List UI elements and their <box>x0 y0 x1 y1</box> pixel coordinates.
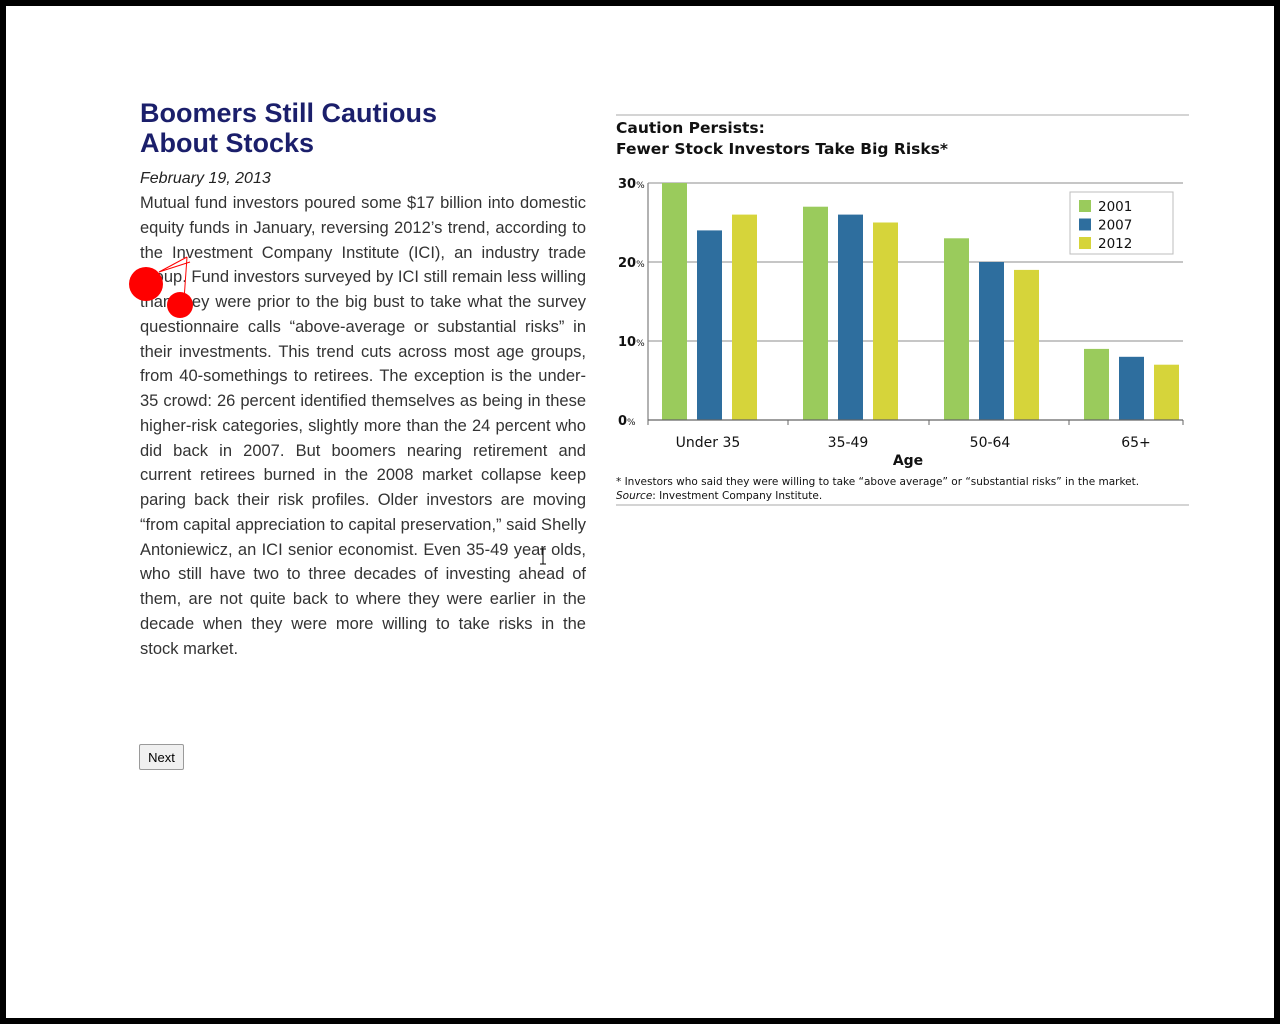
y-tick-label: 10% <box>618 335 645 350</box>
legend-label-2007: 2007 <box>1098 218 1132 234</box>
bar-2007 <box>838 214 863 420</box>
y-tick-unit: % <box>636 181 645 191</box>
y-tick-number: 0 <box>618 414 627 429</box>
y-tick-unit: % <box>636 260 645 270</box>
next-button[interactable]: Next <box>139 744 184 770</box>
y-tick-unit: % <box>627 418 636 428</box>
bar-2012 <box>732 214 757 420</box>
bars <box>662 183 1179 420</box>
x-axis: Under 35 35-49 50-64 65+ <box>647 419 1184 451</box>
y-tick-unit: % <box>636 339 645 349</box>
x-tick-label: 65+ <box>1121 435 1151 451</box>
bar-2012 <box>1014 269 1039 420</box>
chart-panel: Caution Persists: Fewer Stock Investors … <box>616 108 1189 508</box>
article-date: February 19, 2013 <box>140 170 271 187</box>
chart-subtitle: Fewer Stock Investors Take Big Risks* <box>616 140 948 158</box>
x-tick-label: Under 35 <box>676 435 741 451</box>
x-axis-label: Age <box>893 453 923 469</box>
bar-2007 <box>1119 356 1144 420</box>
legend-swatch-2001 <box>1079 200 1091 212</box>
bar-chart: Caution Persists: Fewer Stock Investors … <box>616 119 1184 502</box>
y-tick-label: 0% <box>618 414 636 429</box>
x-tick-label: 35-49 <box>828 435 869 451</box>
y-axis: 0%10%20%30% <box>618 177 649 429</box>
headline-line-1: Boomers Still Cautious <box>140 98 438 128</box>
bar-2001 <box>662 183 687 420</box>
source-text: : Investment Company Institute. <box>652 490 822 502</box>
article: Boomers Still Cautious About Stocks Febr… <box>140 98 586 661</box>
bar-2007 <box>697 230 722 420</box>
bar-2007 <box>979 262 1004 420</box>
bar-2001 <box>803 206 828 420</box>
chart-title: Caution Persists: <box>616 119 765 137</box>
legend-swatch-2012 <box>1079 237 1091 249</box>
source-label: Source <box>616 490 652 502</box>
bar-2012 <box>1154 364 1179 420</box>
legend-swatch-2007 <box>1079 218 1091 231</box>
headline-line-2: About Stocks <box>140 128 315 158</box>
chart-footnote: * Investors who said they were willing t… <box>616 476 1139 488</box>
legend-label-2012: 2012 <box>1098 236 1132 252</box>
chart-source: Source: Investment Company Institute. <box>616 490 822 502</box>
y-tick-number: 30 <box>618 177 636 192</box>
chart-bottom-rule <box>616 504 1189 506</box>
y-tick-label: 20% <box>618 256 645 271</box>
chart-top-rule <box>616 114 1189 116</box>
bar-2001 <box>1084 348 1109 420</box>
x-tick-label: 50-64 <box>970 435 1011 451</box>
article-headline: Boomers Still Cautious About Stocks <box>140 98 586 158</box>
article-body: Mutual fund investors poured some $17 bi… <box>140 194 586 658</box>
y-tick-number: 20 <box>618 256 636 271</box>
legend-label-2001: 2001 <box>1098 199 1132 215</box>
legend: 2001 2007 2012 <box>1069 191 1174 255</box>
y-tick-label: 30% <box>618 177 645 192</box>
bar-2001 <box>944 238 969 420</box>
page-frame <box>6 6 1274 1018</box>
bar-2012 <box>873 222 898 420</box>
y-tick-number: 10 <box>618 335 636 350</box>
